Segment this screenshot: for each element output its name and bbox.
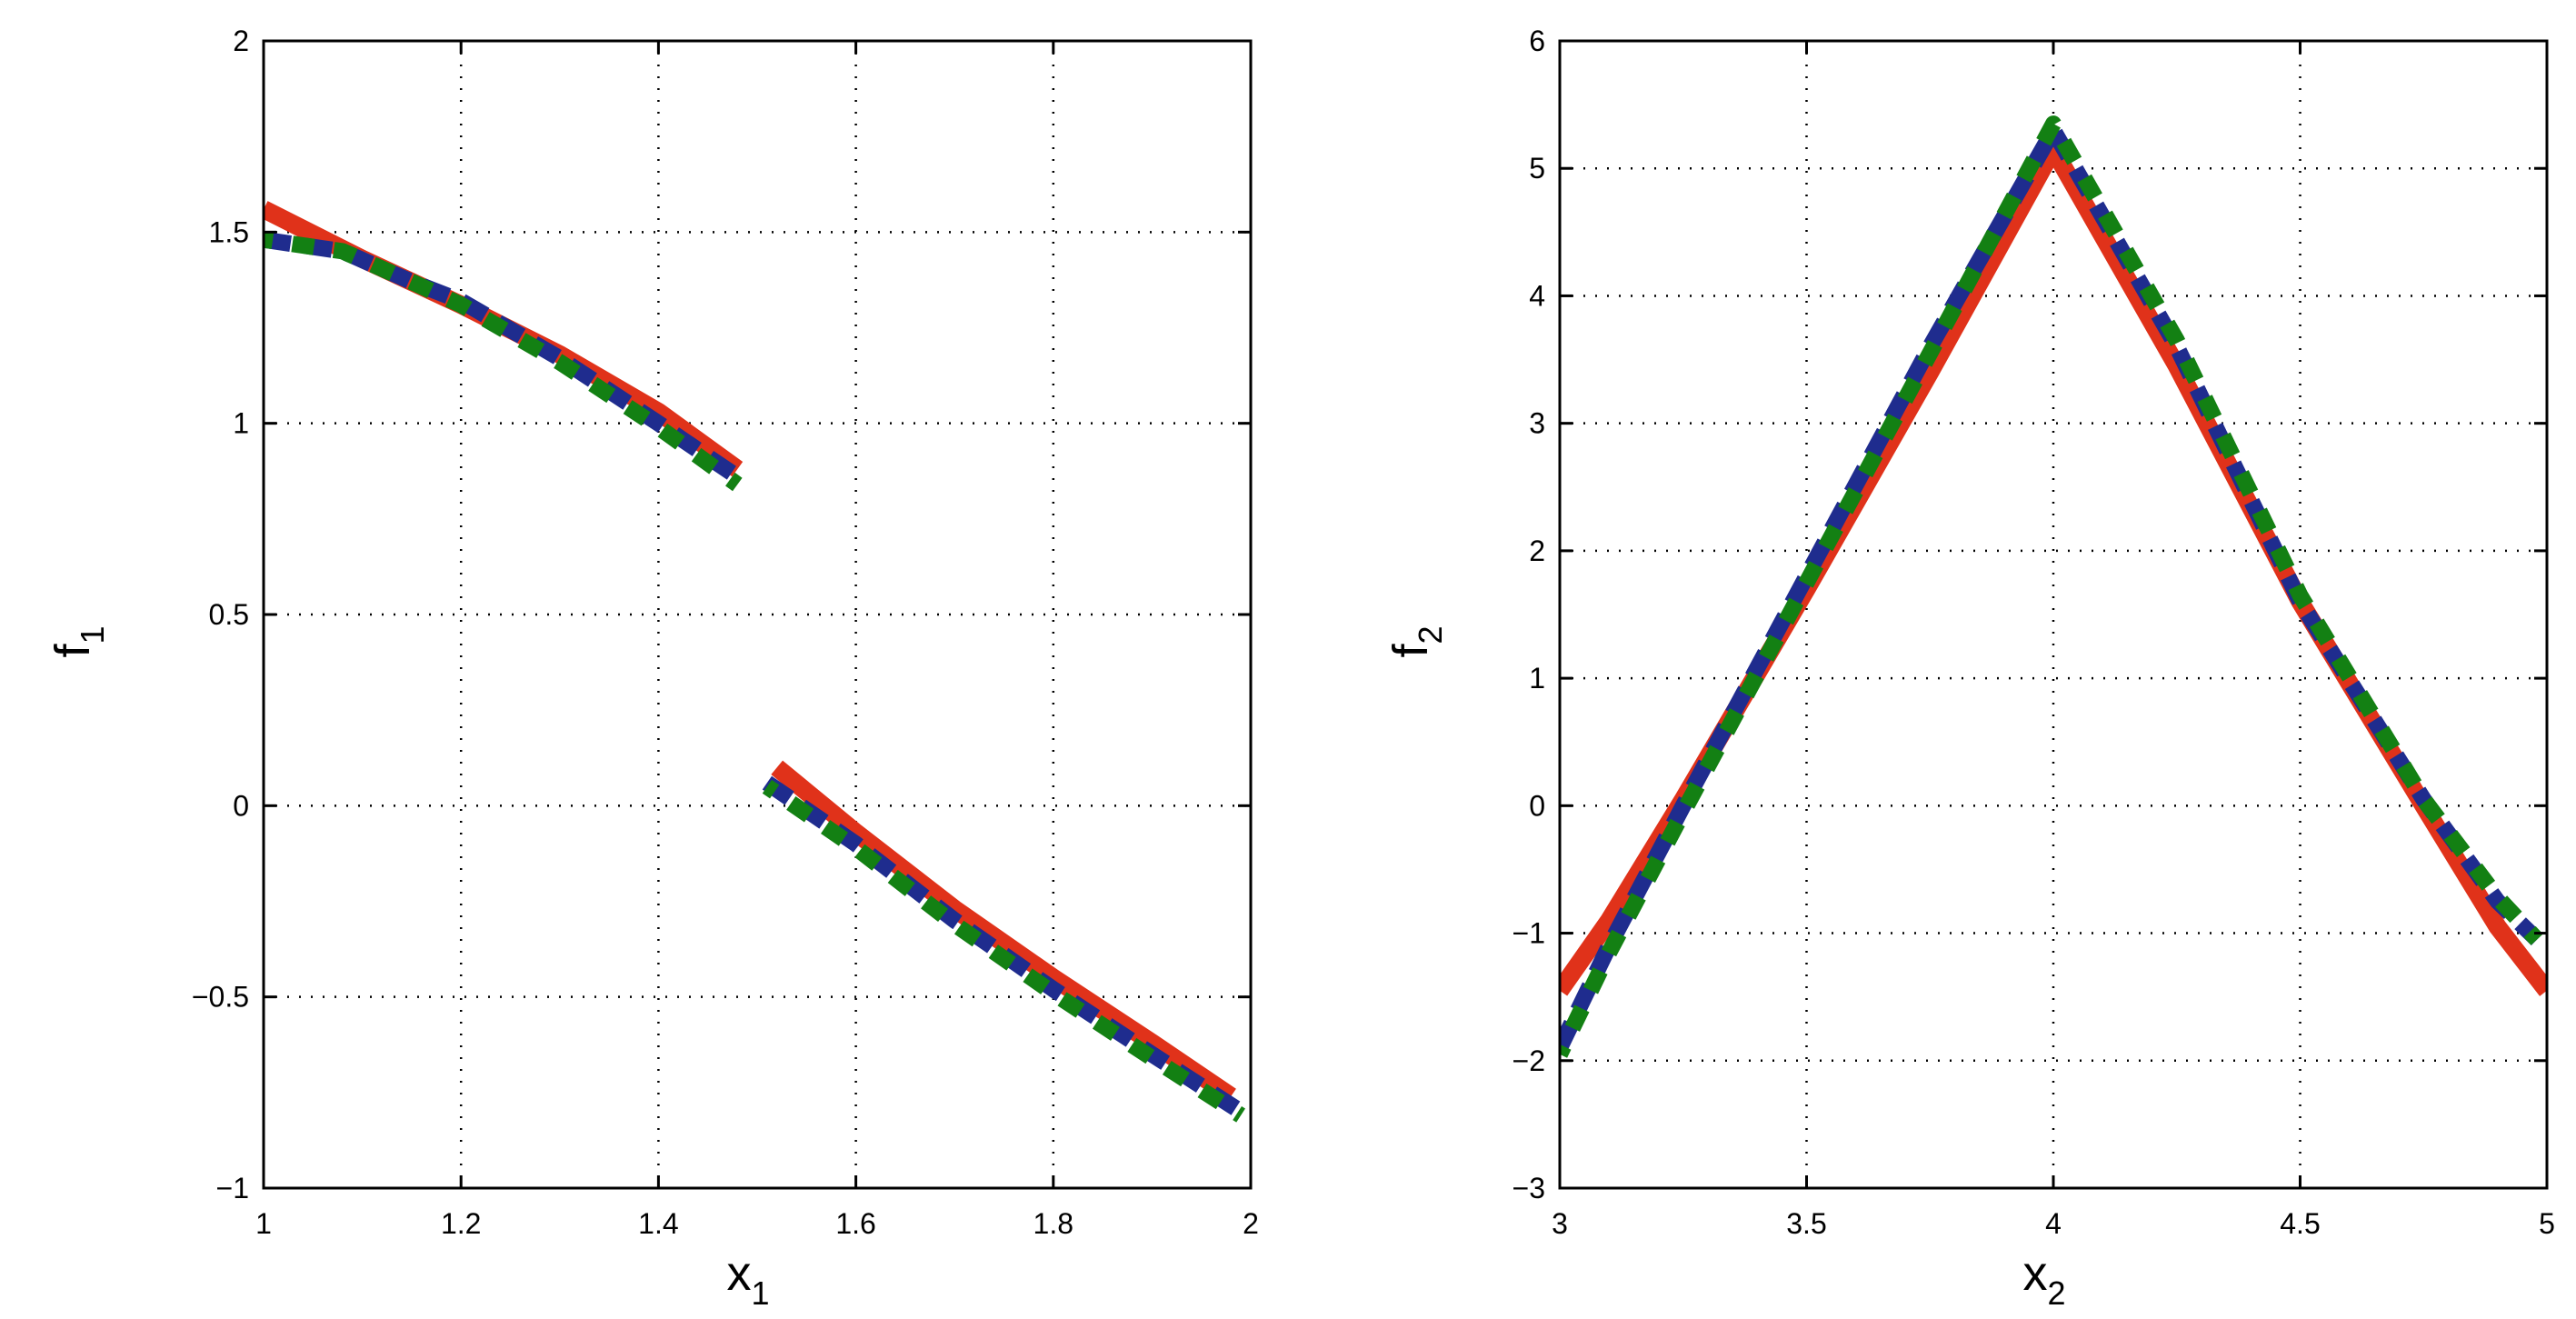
y-tick-label: 4 bbox=[1529, 279, 1545, 312]
x-tick-label: 1 bbox=[255, 1207, 272, 1240]
x-tick-label: 1.2 bbox=[441, 1207, 481, 1240]
y-tick-label: −0.5 bbox=[192, 981, 249, 1014]
y-axis-label: f1 bbox=[45, 625, 111, 657]
y-tick-label: 6 bbox=[1529, 25, 1545, 57]
series-line bbox=[1560, 115, 2543, 1058]
y-tick-label: 3 bbox=[1529, 407, 1545, 440]
series-line bbox=[762, 779, 1245, 1123]
chart-right: 3 3.5 4 4.5 5 −3 −2 −1 0 1 2 3 4 5 6 x2 f2 bbox=[1383, 25, 2555, 1312]
x-tick-label: 4.5 bbox=[2280, 1207, 2320, 1240]
x-tick-label: 1.6 bbox=[835, 1207, 875, 1240]
y-tick-label: 1 bbox=[233, 407, 249, 440]
x-tick-label: 2 bbox=[1243, 1207, 1259, 1240]
y-axis-label: f2 bbox=[1383, 625, 1449, 657]
x-axis-label: x2 bbox=[2022, 1246, 2065, 1312]
y-tick-label: 1 bbox=[1529, 662, 1545, 694]
y-tick-label: 5 bbox=[1529, 152, 1545, 185]
y-tick-label: −1 bbox=[216, 1172, 249, 1204]
y-tick-label: −3 bbox=[1513, 1172, 1545, 1204]
y-tick-label: 0 bbox=[233, 789, 249, 822]
plot-area bbox=[1560, 115, 2547, 1058]
series-line bbox=[264, 231, 743, 492]
x-tick-label: 3 bbox=[1552, 1207, 1568, 1240]
x-tick-label: 5 bbox=[2539, 1207, 2555, 1240]
series-line bbox=[264, 231, 743, 485]
x-tick-label: 1.8 bbox=[1033, 1207, 1073, 1240]
y-tick-label: 2 bbox=[1529, 535, 1545, 567]
chart-left: 1 1.2 1.4 1.6 1.8 2 −1 −0.5 0 0.5 1 1.5 2 x1 f1 bbox=[45, 25, 1259, 1312]
x-tick-label: 4 bbox=[2045, 1207, 2062, 1240]
series-line bbox=[1560, 122, 2543, 1052]
x-tick-label: 3.5 bbox=[1786, 1207, 1826, 1240]
y-tick-label: 2 bbox=[233, 25, 249, 57]
series-line bbox=[771, 760, 1236, 1104]
x-axis-label: x1 bbox=[726, 1246, 769, 1312]
y-tick-label: 0 bbox=[1529, 789, 1545, 822]
y-tick-label: −2 bbox=[1513, 1044, 1545, 1077]
x-tick-label: 1.4 bbox=[638, 1207, 678, 1240]
plot-area bbox=[264, 201, 1245, 1123]
y-tick-label: 0.5 bbox=[209, 598, 249, 631]
y-tick-label: −1 bbox=[1513, 917, 1545, 950]
y-tick-label: 1.5 bbox=[209, 215, 249, 248]
